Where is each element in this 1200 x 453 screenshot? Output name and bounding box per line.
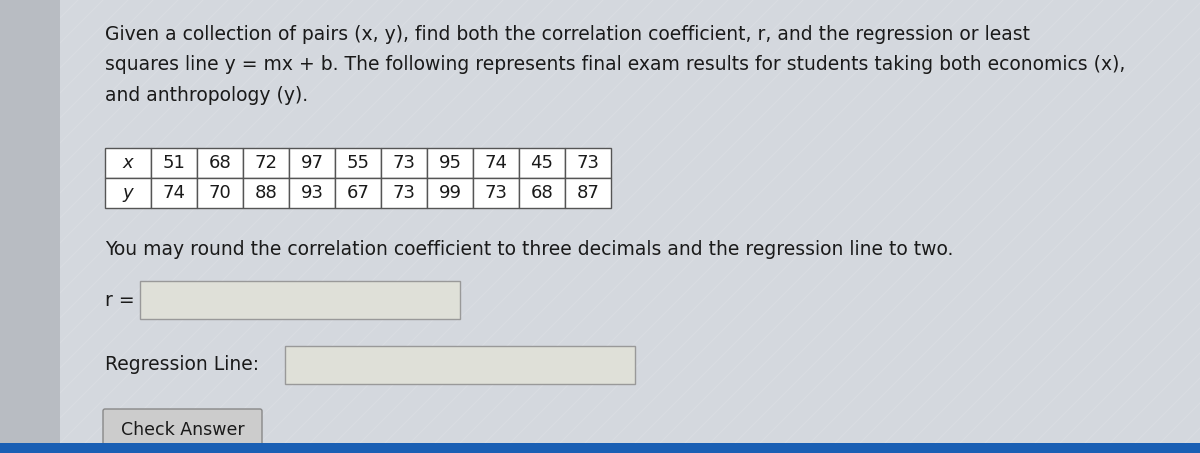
Bar	[197, 178, 244, 208]
Text: 95: 95	[438, 154, 462, 172]
Text: 88: 88	[254, 184, 277, 202]
FancyBboxPatch shape	[103, 409, 262, 451]
Bar	[0, 443, 1200, 453]
Bar	[520, 178, 565, 208]
Bar	[565, 148, 611, 178]
Bar	[382, 148, 427, 178]
Bar	[289, 148, 335, 178]
Text: 68: 68	[209, 154, 232, 172]
Bar	[473, 148, 520, 178]
Text: Check Answer: Check Answer	[121, 421, 245, 439]
Text: r =: r =	[106, 290, 134, 309]
Bar	[335, 178, 382, 208]
Text: Given a collection of pairs (x, y), find both the correlation coefficient, r, an: Given a collection of pairs (x, y), find…	[106, 25, 1030, 44]
Text: 93: 93	[300, 184, 324, 202]
Bar	[244, 178, 289, 208]
Text: 73: 73	[576, 154, 600, 172]
Bar	[473, 178, 520, 208]
Text: 67: 67	[347, 184, 370, 202]
Text: 55: 55	[347, 154, 370, 172]
Text: 97: 97	[300, 154, 324, 172]
Text: 73: 73	[392, 154, 415, 172]
Bar	[520, 148, 565, 178]
Bar	[140, 281, 460, 319]
Bar	[335, 148, 382, 178]
Text: 99: 99	[438, 184, 462, 202]
Bar	[427, 178, 473, 208]
Text: x: x	[122, 154, 133, 172]
Text: 87: 87	[576, 184, 600, 202]
Bar	[286, 346, 635, 384]
Text: 72: 72	[254, 154, 277, 172]
Bar	[106, 178, 151, 208]
Text: 70: 70	[209, 184, 232, 202]
Bar	[427, 148, 473, 178]
Text: and anthropology (y).: and anthropology (y).	[106, 86, 308, 105]
Bar	[197, 148, 244, 178]
Text: y: y	[122, 184, 133, 202]
Bar	[565, 178, 611, 208]
Bar	[289, 178, 335, 208]
Text: 73: 73	[485, 184, 508, 202]
Bar	[151, 178, 197, 208]
Text: 74: 74	[485, 154, 508, 172]
Bar	[382, 178, 427, 208]
Bar	[0, 0, 60, 453]
Text: 51: 51	[162, 154, 186, 172]
Bar	[244, 148, 289, 178]
Text: 45: 45	[530, 154, 553, 172]
Text: 73: 73	[392, 184, 415, 202]
Text: You may round the correlation coefficient to three decimals and the regression l: You may round the correlation coefficien…	[106, 240, 953, 259]
Bar	[151, 148, 197, 178]
Text: Regression Line:: Regression Line:	[106, 356, 259, 375]
Text: squares line y = mx + b. The following represents final exam results for student: squares line y = mx + b. The following r…	[106, 56, 1126, 74]
Bar	[106, 148, 151, 178]
Text: 74: 74	[162, 184, 186, 202]
Text: 68: 68	[530, 184, 553, 202]
